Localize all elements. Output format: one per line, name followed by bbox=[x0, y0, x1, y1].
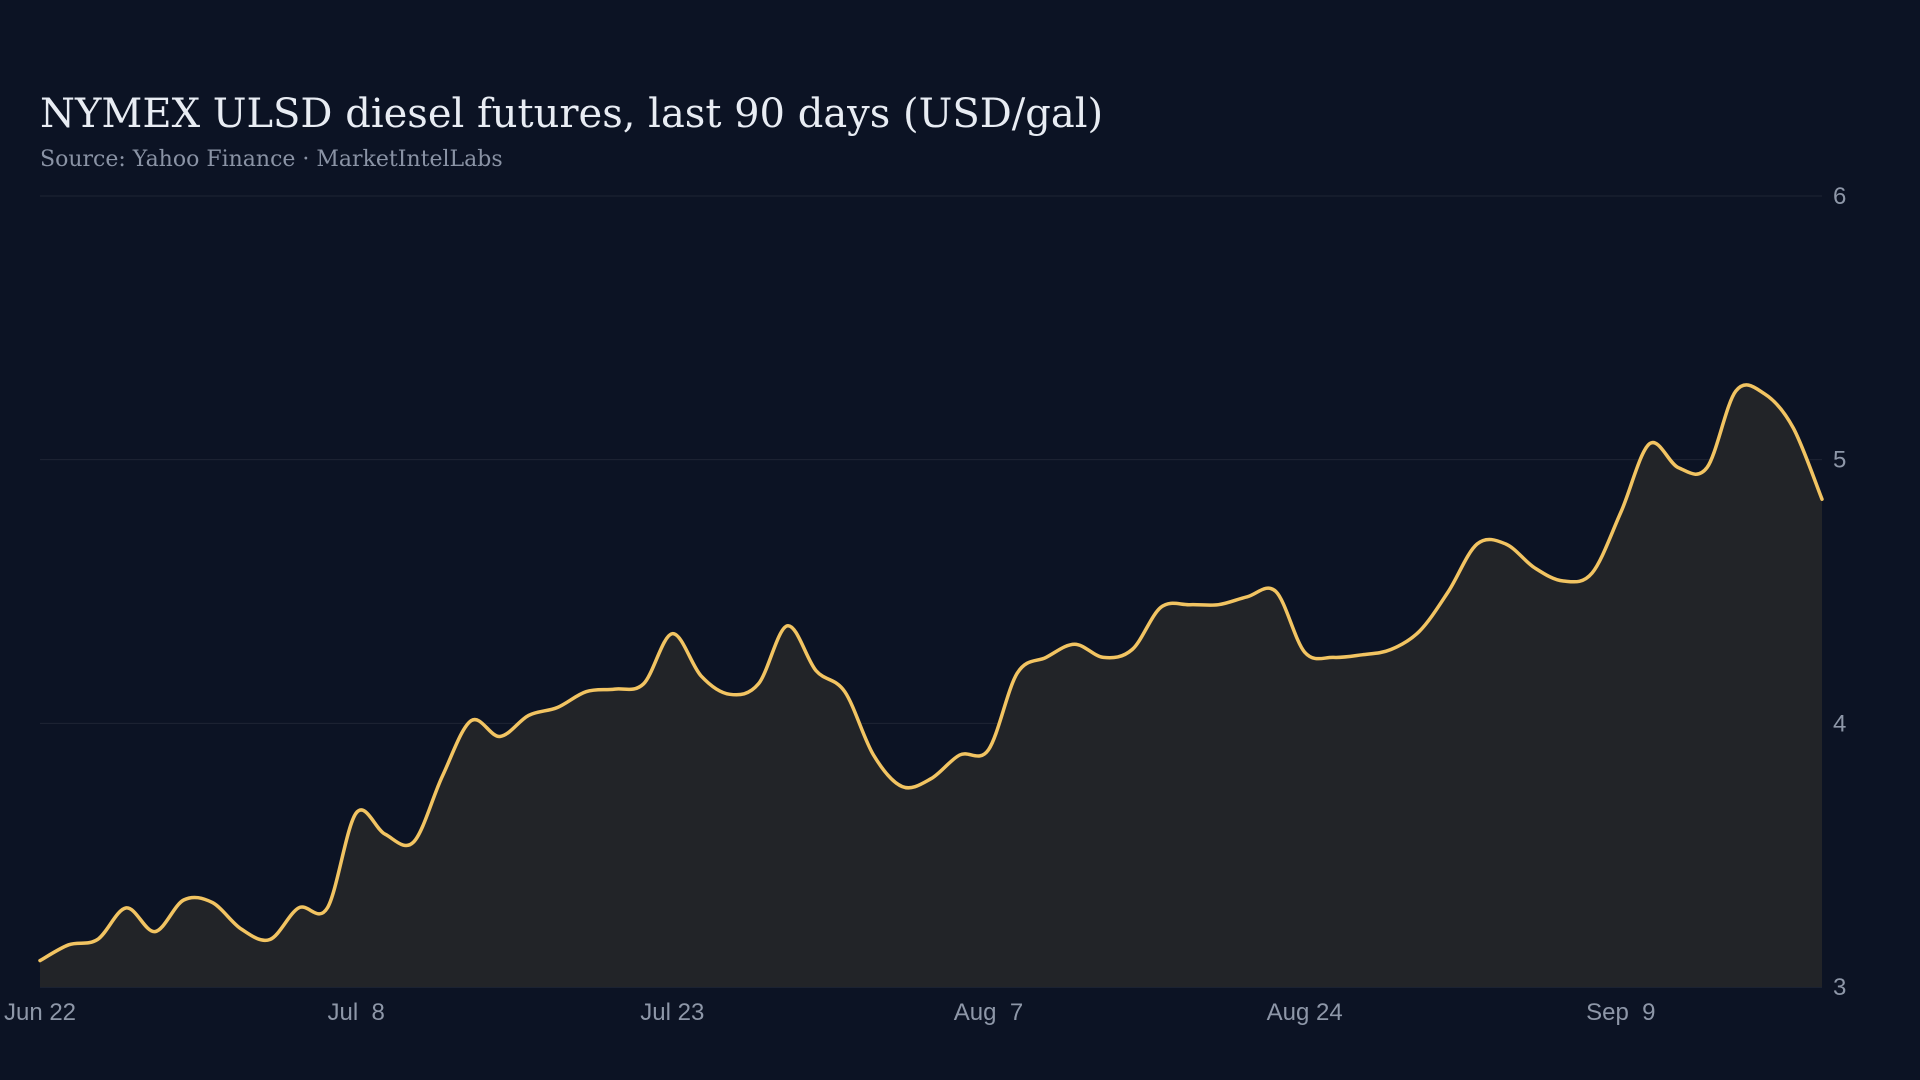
data-point bbox=[1763, 392, 1767, 396]
data-point bbox=[1073, 642, 1077, 646]
data-point bbox=[1015, 671, 1019, 675]
data-point bbox=[986, 748, 990, 752]
data-point bbox=[1360, 653, 1364, 657]
data-point bbox=[268, 938, 272, 942]
y-tick-label: 3 bbox=[1833, 974, 1846, 1001]
data-point bbox=[872, 753, 876, 757]
x-tick-label: Jul 23 bbox=[640, 999, 704, 1026]
data-point bbox=[757, 682, 761, 686]
y-tick-label: 6 bbox=[1833, 183, 1846, 210]
data-point bbox=[555, 706, 559, 710]
y-tick-label: 5 bbox=[1833, 447, 1846, 474]
data-point bbox=[1418, 629, 1422, 633]
chart-subtitle: Source: Yahoo Finance · MarketIntelLabs bbox=[40, 147, 503, 172]
data-point bbox=[1216, 603, 1220, 607]
data-point bbox=[843, 690, 847, 694]
data-point bbox=[124, 906, 128, 910]
data-point bbox=[1331, 655, 1335, 659]
x-tick-label: Sep 9 bbox=[1586, 999, 1655, 1026]
data-point bbox=[1389, 648, 1393, 652]
x-tick-label: Jul 8 bbox=[327, 999, 384, 1026]
data-point bbox=[613, 687, 617, 691]
data-point bbox=[297, 906, 301, 910]
data-point bbox=[699, 674, 703, 678]
data-point bbox=[1648, 442, 1652, 446]
data-point bbox=[1188, 603, 1192, 607]
data-point bbox=[153, 930, 157, 934]
data-point bbox=[1245, 595, 1249, 599]
data-point bbox=[1533, 566, 1537, 570]
data-point bbox=[1446, 590, 1450, 594]
data-point bbox=[210, 901, 214, 905]
price-line bbox=[38, 383, 1824, 963]
data-point bbox=[1130, 648, 1134, 652]
data-point bbox=[1044, 655, 1048, 659]
data-point bbox=[1274, 590, 1278, 594]
data-point bbox=[182, 898, 186, 902]
data-point bbox=[1791, 426, 1795, 430]
data-point bbox=[1619, 510, 1623, 514]
data-point bbox=[900, 785, 904, 789]
data-point bbox=[95, 938, 99, 942]
data-point bbox=[1303, 650, 1307, 654]
data-point bbox=[440, 774, 444, 778]
data-point bbox=[412, 840, 416, 844]
y-axis: 3 4 5 6 bbox=[1833, 183, 1846, 1001]
x-tick-label: Jun 22 bbox=[4, 999, 76, 1026]
data-point bbox=[728, 692, 732, 696]
data-point bbox=[1475, 542, 1479, 546]
data-point bbox=[67, 943, 71, 947]
data-point bbox=[958, 753, 962, 757]
data-point bbox=[785, 624, 789, 628]
data-point bbox=[1101, 655, 1105, 659]
data-point bbox=[383, 832, 387, 836]
data-point bbox=[498, 735, 502, 739]
data-point bbox=[325, 906, 329, 910]
data-point bbox=[1820, 497, 1824, 501]
data-point bbox=[1159, 605, 1163, 609]
data-point bbox=[469, 719, 473, 723]
data-point bbox=[527, 713, 531, 717]
data-point bbox=[1504, 542, 1508, 546]
data-point bbox=[814, 669, 818, 673]
data-point bbox=[1734, 389, 1738, 393]
data-point bbox=[1590, 571, 1594, 575]
chart-title: NYMEX ULSD diesel futures, last 90 days … bbox=[40, 91, 1104, 137]
data-point bbox=[1561, 579, 1565, 583]
data-point bbox=[38, 959, 42, 963]
data-point bbox=[239, 927, 243, 931]
data-point bbox=[1676, 466, 1680, 470]
data-point bbox=[354, 811, 358, 815]
data-point bbox=[584, 690, 588, 694]
x-tick-label: Aug 7 bbox=[954, 999, 1023, 1026]
y-tick-label: 4 bbox=[1833, 710, 1846, 737]
data-point bbox=[929, 777, 933, 781]
x-tick-label: Aug 24 bbox=[1267, 999, 1343, 1026]
data-point bbox=[642, 682, 646, 686]
x-axis: Jun 22 Jul 8 Jul 23 Aug 7 Aug 24 Sep 9 bbox=[4, 999, 1656, 1026]
data-point bbox=[670, 632, 674, 636]
price-area-fill bbox=[40, 384, 1822, 987]
data-point bbox=[1705, 466, 1709, 470]
